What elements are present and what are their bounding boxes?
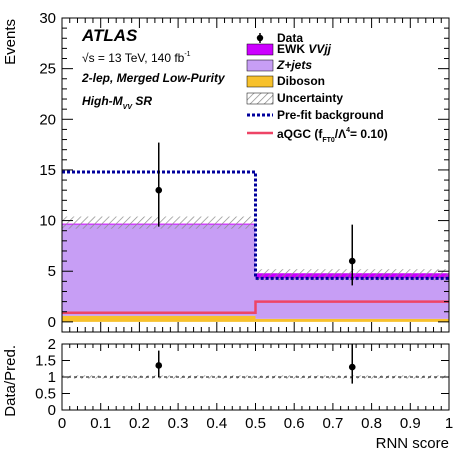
- ratio-x-ticks: 0 0.1 0.2 0.3 0.4 0.5 0.6 0.7 0.8 0.9 1: [58, 344, 453, 432]
- x-tick-label: 0.2: [129, 415, 150, 432]
- main-y-axis-label: Events: [2, 19, 19, 65]
- ratio-y-tick-label: 1.5: [35, 353, 56, 370]
- main-y-tick-label: 15: [39, 162, 56, 179]
- x-tick-label: 0.8: [361, 415, 382, 432]
- ratio-point-1: [348, 363, 356, 371]
- legend-entry-data: Data: [256, 31, 303, 45]
- ratio-panel: 00.511.52 0 0.1 0.2 0.3 0.4 0.5 0.6 0.7 0.8 0.9 1 …: [2, 336, 453, 452]
- ratio-y-ticks: 00.511.52: [35, 336, 449, 419]
- ratio-uncertainty-band: [62, 375, 449, 379]
- ratio-y-tick-label: 1: [48, 369, 56, 386]
- atlas-label: ATLAS: [81, 26, 138, 45]
- legend-entry-prefit-background: Pre-fit background: [247, 108, 384, 122]
- ratio-y-axis-label: Data/Pred.: [2, 345, 19, 417]
- svg-text:Z+jets: Z+jets: [276, 58, 312, 72]
- main-y-tick-label: 20: [39, 111, 56, 128]
- ratio-points: [155, 344, 356, 384]
- x-tick-label: 0.6: [284, 415, 305, 432]
- main-y-tick-label: 10: [39, 213, 56, 230]
- data-points: [155, 142, 356, 286]
- legend-entry-ewk-vvjj: EWK VVjj: [246, 42, 332, 56]
- svg-text:Diboson: Diboson: [277, 74, 325, 88]
- svg-text:Pre-fit background: Pre-fit background: [277, 108, 384, 122]
- ratio-y-tick-label: 0: [48, 402, 56, 419]
- main-panel: 0 5 10 15 20 25 30 Events ATLAS √s = 13 TeV, 1…: [2, 10, 450, 333]
- svg-text:aQGC (fFT0/Λ4= 0.10): aQGC (fFT0/Λ4= 0.10): [277, 127, 388, 144]
- ratio-y-tick-label: 0.5: [35, 386, 56, 403]
- data-point-0: [155, 186, 163, 194]
- main-y-ticks: 0 5 10 15 20 25 30: [39, 10, 449, 333]
- main-y-tick-label: 30: [39, 10, 56, 27]
- svg-text:EWK VVjj: EWK VVjj: [277, 42, 332, 56]
- main-x-ticks: [61, 18, 450, 332]
- channel-label: 2-lep, Merged Low-Purity: [81, 71, 226, 85]
- x-tick-label: 0.4: [206, 415, 227, 432]
- x-tick-label: 1: [445, 415, 453, 432]
- legend-entry-aqgc: aQGC (fFT0/Λ4= 0.10): [247, 127, 388, 144]
- bar-z-jets-0: [62, 224, 256, 316]
- legend: Data EWK VVjj Z+jets Diboson Uncertainty…: [246, 31, 388, 144]
- x-tick-label: 0.9: [400, 415, 421, 432]
- ratio-y-tick-label: 2: [48, 336, 56, 353]
- ratio-point-0: [155, 362, 163, 369]
- legend-entry-diboson: Diboson: [246, 74, 325, 88]
- x-tick-label: 0.5: [245, 415, 266, 432]
- legend-entry-uncertainty: Uncertainty: [246, 91, 343, 105]
- svg-text:Data: Data: [277, 31, 303, 45]
- bar-diboson-1: [255, 318, 449, 322]
- x-tick-label: 0: [58, 415, 66, 432]
- x-axis-label: RNN score: [376, 435, 449, 452]
- aqgc-signal-line: [62, 300, 449, 315]
- x-tick-label: 0.3: [168, 415, 189, 432]
- energy-lumi-label: √s = 13 TeV, 140 fb-1: [82, 51, 191, 65]
- data-point-1: [348, 257, 356, 265]
- x-tick-label: 0.7: [322, 415, 343, 432]
- legend-entry-zjets: Z+jets: [246, 58, 312, 72]
- svg-text:Uncertainty: Uncertainty: [277, 91, 343, 105]
- bar-diboson-0: [62, 315, 256, 322]
- region-label: High-MVV SR: [82, 94, 152, 111]
- main-y-tick-label: 25: [39, 61, 56, 78]
- x-tick-label: 0.1: [90, 415, 111, 432]
- main-y-tick-label: 5: [48, 263, 56, 280]
- stacked-histogram: [62, 223, 449, 322]
- main-y-tick-label: 0: [48, 314, 56, 331]
